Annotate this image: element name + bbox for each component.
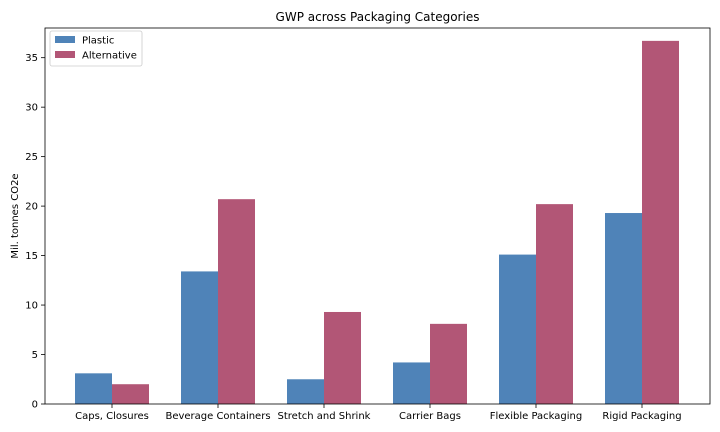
legend-label-plastic: Plastic <box>82 36 114 47</box>
x-tick-label-caps-closures: Caps, Closures <box>75 411 149 422</box>
y-tick-label: 25 <box>25 152 38 163</box>
y-tick-label: 0 <box>32 400 38 411</box>
bar-alternative-flexible-packaging <box>536 204 573 404</box>
y-tick-label: 5 <box>32 350 38 361</box>
x-ticks-group: Caps, Closures Beverage Containers Stretch… <box>75 404 682 422</box>
legend-label-alternative: Alternative <box>82 51 137 62</box>
bar-plastic-flexible-packaging <box>499 254 536 404</box>
bars-group <box>75 40 679 404</box>
bar-plastic-carrier-bags <box>393 362 430 404</box>
y-tick-label: 20 <box>25 202 38 213</box>
bar-alternative-carrier-bags <box>430 323 467 404</box>
bar-alternative-rigid-packaging <box>642 40 679 404</box>
y-ticks-group: 0 5 10 15 20 25 30 35 <box>25 53 45 411</box>
y-axis-label: Mil. tonnes CO2e <box>10 173 21 258</box>
y-tick-label: 30 <box>25 103 38 114</box>
y-tick-label: 15 <box>25 251 38 262</box>
x-tick-label-flexible-packaging: Flexible Packaging <box>490 411 582 422</box>
bar-alternative-beverage-containers <box>218 199 255 404</box>
x-tick-label-rigid-packaging: Rigid Packaging <box>602 411 681 422</box>
legend: Plastic Alternative <box>49 30 143 67</box>
bar-plastic-caps-closures <box>75 373 112 404</box>
bar-alternative-stretch-and-shrink <box>324 311 361 404</box>
x-tick-label-carrier-bags: Carrier Bags <box>399 411 461 422</box>
bar-plastic-rigid-packaging <box>605 213 642 404</box>
bar-alternative-caps-closures <box>112 384 149 404</box>
chart-title: GWP across Packaging Categories <box>276 10 480 24</box>
x-tick-label-stretch-and-shrink: Stretch and Shrink <box>278 411 371 422</box>
x-tick-label-beverage-containers: Beverage Containers <box>165 411 270 422</box>
legend-swatch-alternative <box>55 51 75 58</box>
legend-swatch-plastic <box>55 36 75 43</box>
plot-frame <box>44 27 711 405</box>
y-tick-label: 35 <box>25 53 38 64</box>
bar-plastic-beverage-containers <box>181 271 218 404</box>
y-tick-label: 10 <box>25 301 38 312</box>
bar-plastic-stretch-and-shrink <box>287 379 324 404</box>
